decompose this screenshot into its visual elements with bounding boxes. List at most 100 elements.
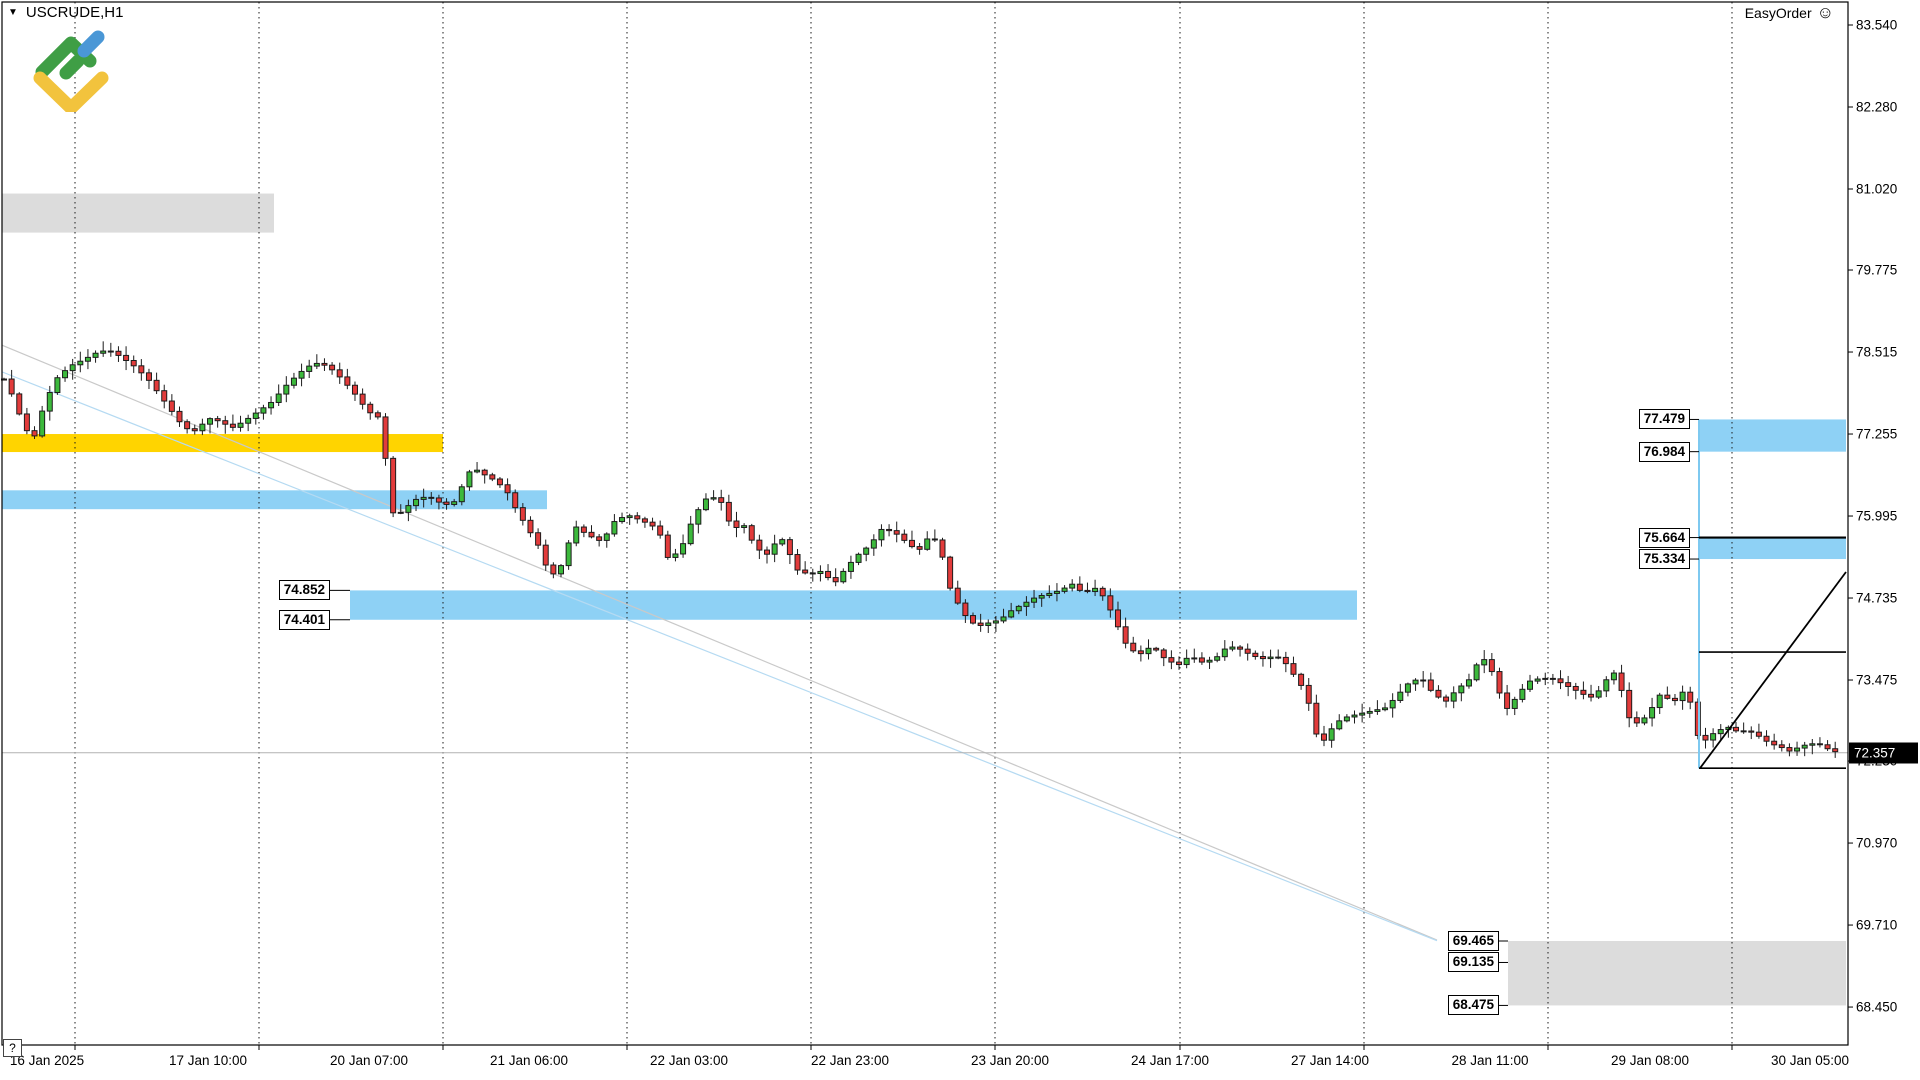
candle-bullish	[298, 370, 305, 379]
blue-zone-right-upper	[1699, 419, 1846, 452]
candle-bearish	[443, 501, 450, 505]
candle-bearish	[1122, 626, 1129, 644]
candle-bullish	[1008, 610, 1015, 618]
candle-bearish	[1198, 657, 1205, 663]
price-axis-label: 79.775	[1856, 262, 1898, 278]
candlesticks	[1, 341, 1839, 758]
candle-bullish	[54, 377, 61, 394]
candle-bearish	[725, 501, 732, 522]
candle-bearish	[519, 507, 526, 521]
candle-bearish	[1626, 689, 1633, 719]
broker-logo	[33, 30, 109, 112]
candle-bullish	[1511, 698, 1518, 709]
candle-bullish	[1397, 691, 1404, 701]
candle-bearish	[657, 525, 664, 536]
candle-bullish	[565, 542, 572, 567]
candle-bearish	[1107, 595, 1114, 611]
candle-bullish	[92, 352, 99, 358]
time-axis-label: 30 Jan 05:00	[1770, 1053, 1850, 1068]
candle-bullish	[1809, 743, 1816, 746]
candle-bearish	[916, 546, 923, 550]
candle-bearish	[31, 430, 38, 437]
price-callout-74.852: 74.852	[278, 580, 330, 601]
candle-bearish	[794, 554, 801, 571]
candle-bullish	[62, 370, 69, 379]
candle-bearish	[145, 372, 152, 381]
candle-bullish	[405, 505, 412, 513]
candle-bullish	[1382, 707, 1389, 711]
candle-bearish	[1694, 701, 1701, 736]
symbol-selector[interactable]: ▼ USCRUDE,H1	[8, 4, 123, 21]
candle-bearish	[947, 556, 954, 589]
candle-bullish	[878, 528, 885, 541]
time-axis-label: 28 Jan 11:00	[1451, 1053, 1529, 1068]
candle-bullish	[603, 533, 610, 541]
candle-bearish	[8, 378, 15, 395]
easyorder-label: EasyOrder	[1744, 4, 1812, 21]
candle-bullish	[1053, 590, 1060, 594]
candle-bullish	[451, 501, 458, 505]
candle-bullish	[863, 547, 870, 555]
candle-bearish	[1443, 696, 1450, 702]
price-callout-74.401: 74.401	[278, 609, 330, 630]
price-zones	[2, 193, 1846, 1006]
candle-bearish	[123, 354, 130, 361]
candle-bullish	[741, 525, 748, 528]
candle-bearish	[1778, 744, 1785, 749]
price-axis-label: 70.970	[1856, 835, 1898, 851]
candle-bullish	[1481, 659, 1488, 666]
candle-bullish	[1710, 733, 1717, 741]
candle-bearish	[107, 350, 114, 353]
candle-bearish	[1435, 689, 1442, 698]
candle-bearish	[786, 539, 793, 556]
candle-bullish	[458, 486, 465, 503]
yellow-zone-left	[2, 434, 443, 453]
candle-bearish	[1282, 656, 1289, 665]
candle-bearish	[596, 536, 603, 541]
time-axis-label: 20 Jan 07:00	[329, 1053, 409, 1068]
candle-bearish	[428, 496, 435, 499]
candle-bearish	[1588, 693, 1595, 698]
candle-bearish	[1084, 589, 1091, 593]
candle-bearish	[329, 364, 336, 371]
price-axis-label: 68.450	[1856, 999, 1898, 1015]
candle-bearish	[191, 428, 198, 432]
smiley-icon: ☺	[1816, 3, 1834, 22]
help-button[interactable]: ?	[3, 1039, 22, 1057]
candle-bullish	[1359, 712, 1366, 716]
candle-bullish	[573, 526, 580, 544]
candle-bullish	[1351, 714, 1358, 718]
candle-bearish	[336, 369, 343, 378]
descending-trendline-blue	[1, 371, 1438, 942]
candle-bearish	[138, 365, 145, 374]
dropdown-triangle-icon: ▼	[8, 6, 18, 18]
candle-bullish	[687, 523, 694, 545]
candle-bullish	[252, 412, 259, 419]
candle-bearish	[1298, 673, 1305, 686]
candle-bullish	[466, 471, 473, 488]
easyorder-button[interactable]: EasyOrder ☺	[1745, 4, 1834, 21]
candle-bullish	[39, 410, 46, 437]
candle-bearish	[756, 539, 763, 551]
candle-bullish	[237, 422, 244, 428]
time-axis-label: 22 Jan 23:00	[810, 1053, 890, 1068]
candle-bullish	[77, 360, 84, 366]
candle-bullish	[626, 515, 633, 519]
candle-bearish	[1244, 648, 1251, 654]
candle-bullish	[710, 497, 717, 500]
candle-bearish	[222, 420, 229, 425]
candle-bullish	[1610, 672, 1617, 681]
candle-bearish	[962, 602, 969, 617]
candle-bearish	[344, 376, 351, 386]
price-axis-label: 83.540	[1856, 17, 1898, 33]
candle-bullish	[290, 377, 297, 386]
candle-bearish	[1259, 656, 1266, 660]
candle-bearish	[351, 384, 358, 395]
candle-bearish	[1740, 730, 1747, 733]
candle-bullish	[420, 496, 427, 500]
candle-bearish	[214, 418, 221, 422]
candle-bullish	[1343, 716, 1350, 722]
candle-bearish	[1786, 747, 1793, 752]
candle-bullish	[1092, 587, 1099, 593]
candle-bearish	[153, 379, 160, 392]
